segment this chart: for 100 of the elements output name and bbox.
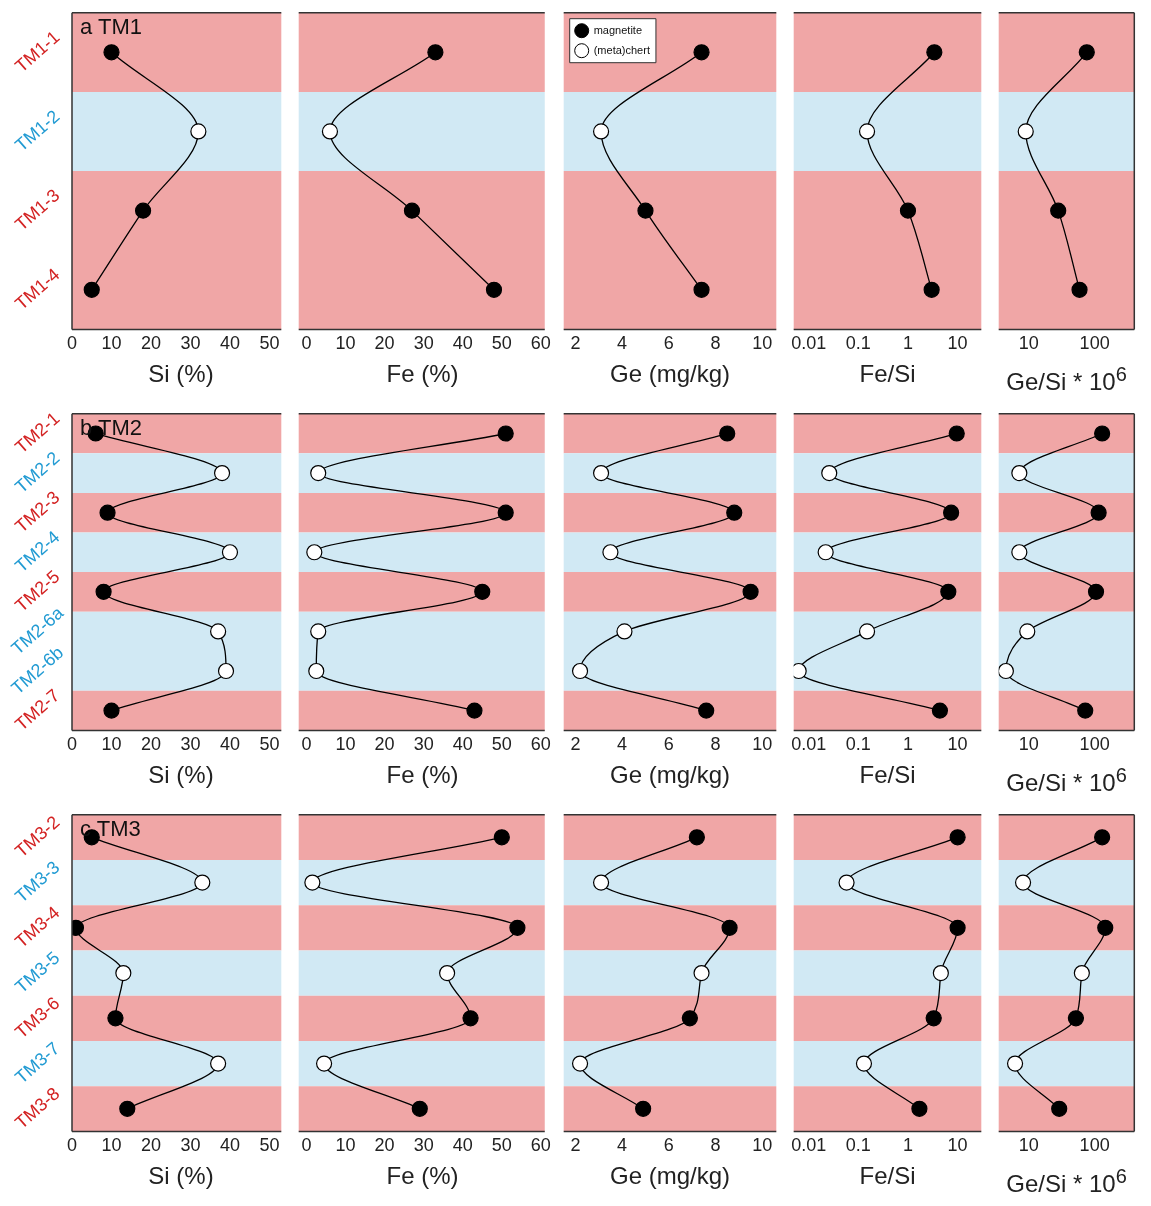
x-tick-label: 30 xyxy=(413,1135,434,1156)
point xyxy=(466,702,483,719)
x-tick-label: 10 xyxy=(1018,333,1039,354)
point xyxy=(210,1055,227,1072)
x-tick-label: 0 xyxy=(301,734,312,755)
point xyxy=(194,874,211,891)
x-tick-label: 60 xyxy=(530,1135,551,1156)
point xyxy=(310,464,327,482)
x-tick-label: 40 xyxy=(452,333,473,354)
point xyxy=(681,1010,698,1027)
x-tick-label: 0 xyxy=(66,333,78,354)
x-tick-label: 0.1 xyxy=(845,1135,871,1156)
point xyxy=(213,464,231,482)
x-axis-title: Fe/Si xyxy=(858,359,917,389)
point xyxy=(403,202,421,219)
point xyxy=(635,1100,652,1117)
point xyxy=(411,1100,428,1117)
x-tick-label: 6 xyxy=(663,734,674,755)
point xyxy=(497,504,514,521)
x-tick-label: 30 xyxy=(180,1135,201,1156)
x-tick-label: 0 xyxy=(301,1135,312,1156)
point xyxy=(107,1010,124,1027)
x-tick-label: 8 xyxy=(710,333,721,354)
x-tick-label: 20 xyxy=(140,734,161,755)
x-tick-label: 0 xyxy=(301,333,312,354)
x-tick-label: 0 xyxy=(66,1135,78,1156)
x-axis-title: Fe (%) xyxy=(385,760,460,790)
x-tick-label: 6 xyxy=(663,1135,674,1156)
point xyxy=(509,919,526,936)
x-tick-label: 10 xyxy=(947,1135,968,1156)
x-tick-label: 2 xyxy=(570,333,581,354)
x-tick-label: 10 xyxy=(947,333,968,354)
point xyxy=(571,1055,589,1072)
x-tick-label: 50 xyxy=(491,1135,512,1156)
point xyxy=(306,544,323,561)
x-tick-label: 0.1 xyxy=(845,734,871,755)
x-tick-label: 1 xyxy=(902,734,913,755)
x-tick-label: 10 xyxy=(1018,1135,1039,1156)
point xyxy=(592,874,610,891)
x-tick-label: 4 xyxy=(617,1135,628,1156)
x-tick-label: 8 xyxy=(710,734,721,755)
x-tick-label: 20 xyxy=(374,1135,395,1156)
x-axis-title: Fe (%) xyxy=(385,359,460,389)
x-tick-label: 1 xyxy=(902,1135,913,1156)
x-tick-label: 8 xyxy=(710,1135,721,1156)
point xyxy=(210,623,227,640)
x-tick-label: 40 xyxy=(219,734,240,755)
point xyxy=(115,964,132,982)
point xyxy=(83,281,100,298)
legend-label: magnetite xyxy=(593,23,643,36)
x-tick-label: 4 xyxy=(617,333,628,354)
x-tick-label: 0.01 xyxy=(791,1135,827,1156)
chart-title: a TM1 xyxy=(80,13,142,39)
x-tick-label: 20 xyxy=(374,333,395,354)
point xyxy=(134,202,152,219)
point xyxy=(190,123,207,140)
x-axis-title: Si (%) xyxy=(147,1161,215,1191)
x-tick-label: 1 xyxy=(902,333,913,354)
point xyxy=(217,662,235,680)
x-tick-label: 10 xyxy=(101,333,122,354)
x-axis-title: Ge (mg/kg) xyxy=(609,1161,731,1191)
x-tick-label: 30 xyxy=(413,333,434,354)
x-tick-label: 0.01 xyxy=(791,333,827,354)
x-tick-label: 30 xyxy=(413,734,434,755)
x-tick-label: 40 xyxy=(219,333,240,354)
x-tick-label: 60 xyxy=(530,333,551,354)
legend-label: (meta)chert xyxy=(593,43,650,56)
x-tick-label: 2 xyxy=(570,734,581,755)
point xyxy=(315,1055,333,1072)
x-axis-title: Ge/Si * 10$^{6}$ xyxy=(1005,763,1128,798)
x-tick-label: 10 xyxy=(752,734,773,755)
x-axis-title: Fe/Si xyxy=(858,760,917,790)
x-tick-label: 50 xyxy=(259,1135,280,1156)
point xyxy=(474,583,491,600)
point xyxy=(693,964,710,982)
x-tick-label: 0.01 xyxy=(791,734,827,755)
point xyxy=(688,829,705,846)
point xyxy=(698,702,715,719)
x-axis-title: Fe/Si xyxy=(858,1161,917,1191)
x-tick-label: 10 xyxy=(335,734,356,755)
point xyxy=(427,44,444,61)
x-tick-label: 0 xyxy=(66,734,78,755)
x-tick-label: 40 xyxy=(219,1135,240,1156)
x-axis-title: Si (%) xyxy=(147,760,215,790)
point xyxy=(310,623,327,640)
x-tick-label: 6 xyxy=(663,333,674,354)
x-axis-title: Si (%) xyxy=(147,359,215,389)
x-tick-label: 40 xyxy=(452,1135,473,1156)
x-tick-label: 10 xyxy=(335,333,356,354)
x-tick-label: 10 xyxy=(752,333,773,354)
x-tick-label: 20 xyxy=(140,1135,161,1156)
x-tick-label: 4 xyxy=(617,734,628,755)
point xyxy=(221,544,239,561)
x-tick-label: 50 xyxy=(491,333,512,354)
x-tick-label: 10 xyxy=(101,1135,122,1156)
x-tick-label: 30 xyxy=(180,333,201,354)
point xyxy=(497,425,514,442)
point xyxy=(103,44,120,61)
x-tick-label: 100 xyxy=(1079,1135,1110,1156)
point xyxy=(726,504,743,521)
